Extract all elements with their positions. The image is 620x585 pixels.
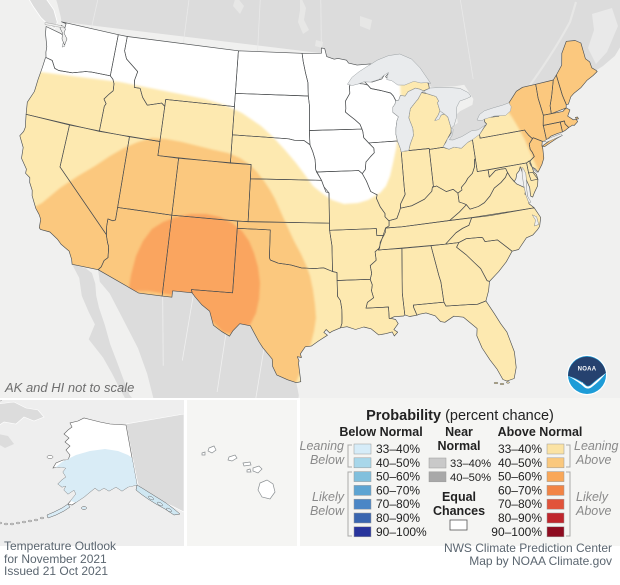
svg-text:Leaning: Leaning — [300, 439, 344, 453]
svg-text:Below Normal: Below Normal — [339, 425, 422, 439]
svg-text:70–80%: 70–80% — [376, 497, 420, 511]
svg-text:90–100%: 90–100% — [491, 525, 542, 539]
svg-text:33–40%: 33–40% — [450, 458, 491, 470]
svg-text:90–100%: 90–100% — [376, 525, 427, 539]
svg-text:Leaning: Leaning — [574, 439, 619, 453]
svg-text:40–50%: 40–50% — [498, 456, 542, 470]
svg-text:Above Normal: Above Normal — [498, 425, 583, 439]
svg-text:33–40%: 33–40% — [376, 442, 420, 456]
svg-text:33–40%: 33–40% — [498, 442, 542, 456]
svg-text:Above: Above — [575, 453, 611, 467]
svg-text:40–50%: 40–50% — [450, 472, 491, 484]
svg-text:Normal: Normal — [437, 439, 480, 453]
svg-text:AK and HI not to scale: AK and HI not to scale — [4, 380, 134, 395]
svg-text:50–60%: 50–60% — [376, 470, 420, 484]
svg-text:Likely: Likely — [312, 490, 345, 504]
svg-text:Likely: Likely — [576, 490, 609, 504]
svg-text:50–60%: 50–60% — [498, 470, 542, 484]
svg-text:70–80%: 70–80% — [498, 497, 542, 511]
svg-text:Below: Below — [310, 453, 345, 467]
svg-text:80–90%: 80–90% — [498, 511, 542, 525]
svg-text:Equal: Equal — [442, 490, 476, 504]
svg-text:Probability (percent chance): Probability (percent chance) — [366, 408, 554, 424]
svg-text:40–50%: 40–50% — [376, 456, 420, 470]
svg-text:Near: Near — [445, 425, 473, 439]
svg-text:Below: Below — [310, 504, 345, 518]
svg-text:60–70%: 60–70% — [376, 483, 420, 497]
svg-text:Above: Above — [575, 504, 611, 518]
svg-text:60–70%: 60–70% — [498, 483, 542, 497]
svg-text:NOAA: NOAA — [578, 367, 597, 373]
svg-text:Chances: Chances — [433, 504, 485, 518]
svg-text:80–90%: 80–90% — [376, 511, 420, 525]
